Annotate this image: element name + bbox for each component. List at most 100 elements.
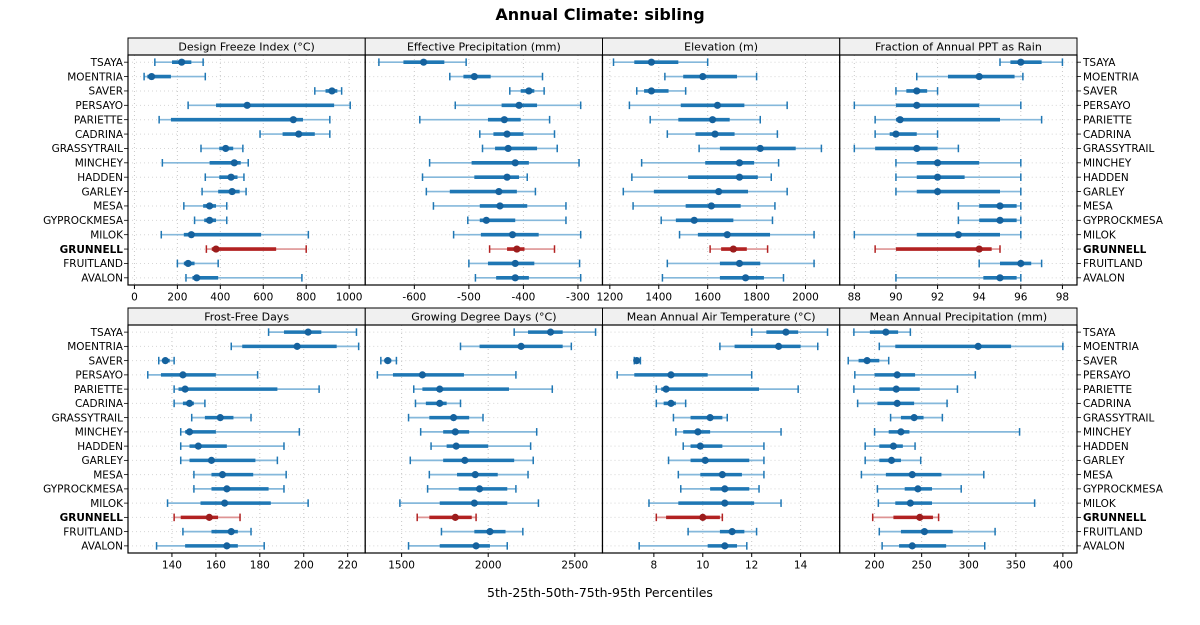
panel-strip-title: Effective Precipitation (mm) [407, 40, 561, 53]
site-label-right-garley: GARLEY [1083, 455, 1125, 467]
percentile-row-grassytrail [698, 144, 823, 153]
median-dot [449, 414, 458, 422]
median-dot [756, 144, 764, 153]
x-tick-label: 94 [972, 292, 986, 304]
site-label-left-pariette: PARIETTE [74, 384, 123, 396]
x-tick-label: 98 [1056, 292, 1069, 304]
median-dot [775, 342, 783, 350]
median-dot [662, 385, 670, 393]
percentile-row-grassytrail [481, 144, 558, 153]
median-dot [667, 399, 675, 407]
percentile-row-cadrina [414, 399, 462, 408]
median-dot [647, 87, 656, 95]
site-label-left-pariette: PARIETTE [74, 114, 123, 126]
panel-strip-title: Frost-Free Days [204, 310, 289, 323]
median-dot [694, 428, 702, 436]
median-dot [243, 101, 251, 109]
median-dot [293, 342, 301, 350]
percentile-row-grassytrail [407, 413, 484, 422]
percentile-row-fruitland [468, 259, 581, 268]
x-tick-label: 350 [1006, 560, 1026, 572]
x-tick-label: 1600 [694, 292, 721, 304]
percentile-row-grassytrail [672, 413, 728, 422]
percentile-row-minchey [179, 428, 301, 436]
median-dot [161, 357, 169, 365]
median-dot [471, 471, 479, 479]
site-label-right-mesa: MESA [1083, 201, 1114, 213]
median-dot [525, 87, 533, 95]
percentile-row-mesa [432, 202, 567, 210]
site-label-left-gyprockmesa: GYPROCKMESA [43, 484, 124, 496]
median-dot [227, 173, 235, 181]
percentile-row-hadden [430, 442, 532, 450]
median-dot [436, 385, 444, 393]
x-tick-label: 92 [931, 292, 944, 304]
median-dot [913, 144, 921, 153]
median-dot [975, 245, 983, 253]
median-dot [451, 513, 459, 521]
median-dot [863, 357, 871, 365]
site-label-right-grunnell: GRUNNELL [1083, 512, 1147, 524]
percentile-row-gyprockmesa [957, 216, 1022, 225]
median-dot [436, 399, 444, 407]
median-dot [706, 414, 714, 422]
percentile-row-saver [314, 87, 343, 95]
percentile-row-minchey [675, 428, 782, 436]
site-label-right-mesa: MESA [1083, 469, 1114, 481]
x-tick-label: 300 [959, 560, 979, 572]
site-label-right-minchey: MINCHEY [1083, 427, 1132, 439]
site-label-right-pariette: PARIETTE [1083, 114, 1132, 126]
median-dot [221, 499, 229, 507]
median-dot [893, 399, 901, 407]
x-tick-label: 96 [1014, 292, 1028, 304]
median-dot [496, 202, 504, 210]
median-dot [205, 216, 214, 224]
percentile-row-garley [622, 187, 788, 196]
site-label-left-fruitland: FRUITLAND [63, 526, 123, 538]
median-dot [996, 274, 1004, 282]
percentile-row-milok [160, 230, 310, 239]
percentile-row-garley [895, 187, 1022, 196]
site-label-right-fruitland: FRUITLAND [1083, 526, 1143, 538]
median-dot [741, 274, 750, 282]
median-dot [504, 144, 512, 153]
site-label-left-hadden: HADDEN [77, 172, 123, 184]
percentile-row-grunnell [709, 245, 769, 253]
percentile-row-hadden [895, 173, 1022, 181]
median-dot [515, 101, 523, 109]
percentile-row-grunnell [874, 245, 1001, 253]
site-label-left-saver: SAVER [89, 355, 123, 367]
median-dot [418, 371, 426, 379]
percentile-row-tsaya [853, 328, 912, 336]
percentile-row-cadrina [856, 399, 948, 408]
x-tick-label: 2500 [561, 560, 588, 572]
site-label-left-garley: GARLEY [81, 455, 123, 467]
percentile-row-moentria [459, 342, 573, 351]
percentile-row-grassytrail [853, 144, 960, 153]
median-dot [207, 456, 216, 464]
percentile-row-garley [409, 456, 534, 465]
median-dot [495, 187, 503, 196]
median-dot [708, 116, 717, 124]
site-label-right-moentria: MOENTRIA [1083, 71, 1140, 83]
x-tick-label: 1200 [596, 292, 623, 304]
x-tick-label: 800 [296, 292, 316, 304]
median-dot [715, 187, 723, 196]
site-label-left-gyprockmesa: GYPROCKMESA [43, 215, 124, 227]
percentile-row-hadden [864, 442, 916, 450]
median-dot [699, 513, 707, 521]
median-dot [887, 456, 896, 464]
median-dot [913, 101, 921, 109]
panel-frost-free-days: Frost-Free Days 140 160 180 200 220 [124, 307, 366, 572]
median-dot [181, 385, 189, 393]
percentile-row-grunnell [871, 513, 940, 522]
site-label-left-minchey: MINCHEY [75, 158, 124, 170]
percentile-row-milok [452, 230, 582, 239]
median-dot [954, 231, 962, 239]
site-label-left-cadrina: CADRINA [75, 398, 124, 410]
percentile-row-tsaya [513, 328, 597, 336]
percentile-row-mesa [183, 202, 228, 210]
median-dot [304, 328, 312, 336]
site-label-left-tsaya: TSAYA [90, 57, 124, 69]
median-dot [713, 101, 722, 109]
